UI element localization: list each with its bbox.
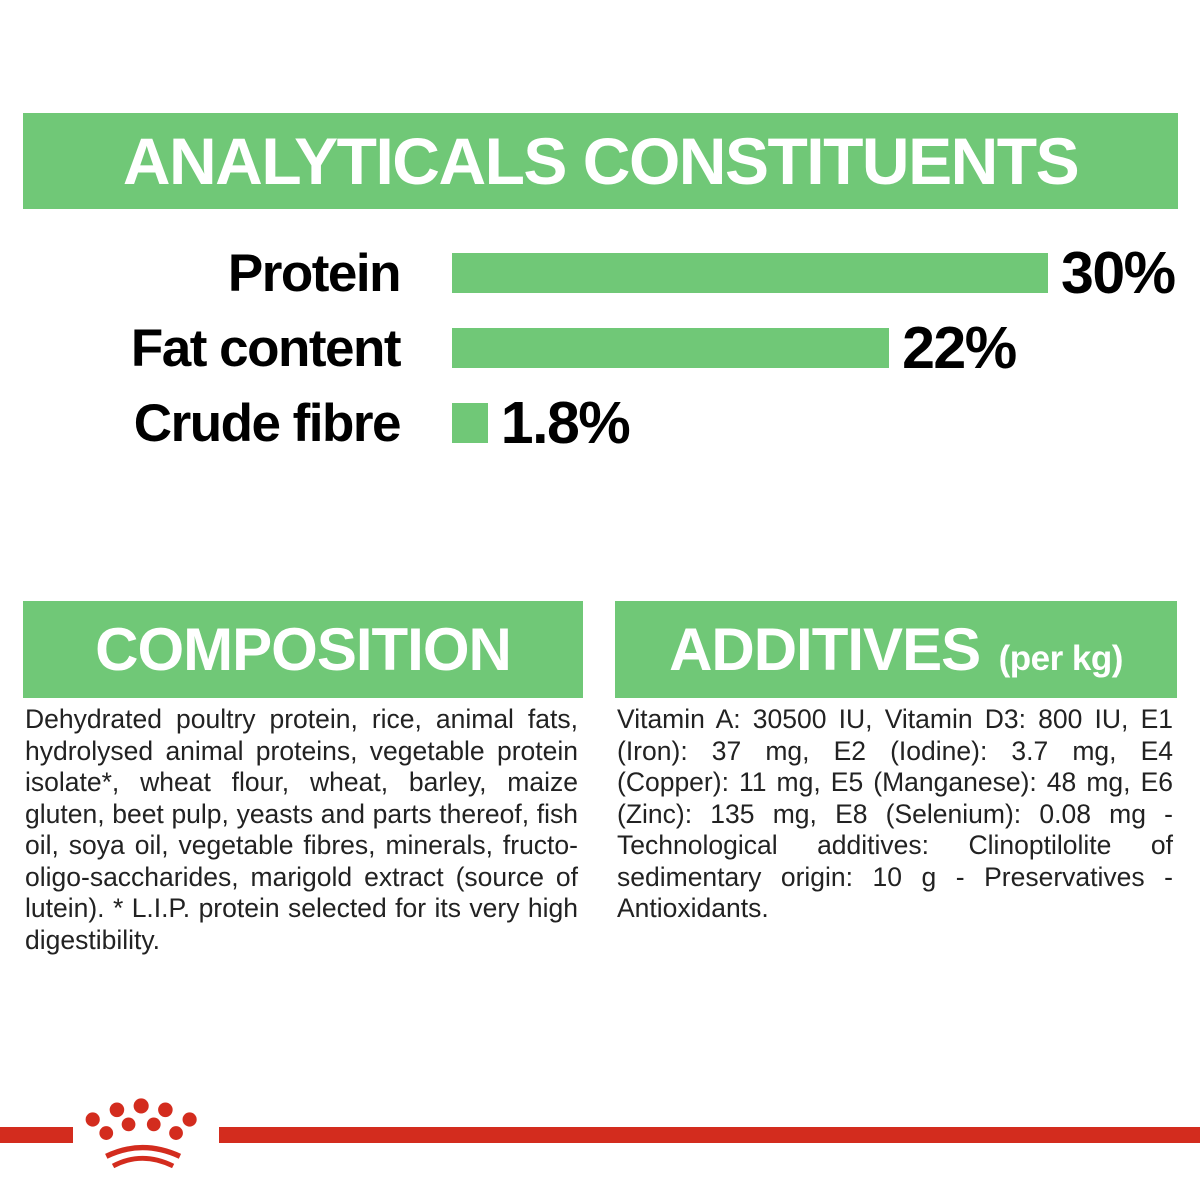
nutrition-bar-chart: Protein 30% Fat content 22% Crude fibre 1.8%	[0, 243, 1200, 478]
additives-title-group: ADDITIVES (per kg)	[669, 615, 1123, 684]
chart-row: Protein 30%	[0, 243, 1200, 302]
royal-canin-crown-icon	[85, 1098, 197, 1169]
composition-title: COMPOSITION	[95, 616, 512, 683]
analytical-constituents-title: ANALYTICALS CONSTITUENTS	[122, 124, 1080, 198]
chart-category-label: Fat content	[130, 318, 402, 378]
chart-value-label: 22%	[902, 314, 1017, 381]
chart-bar	[452, 328, 890, 368]
chart-category-label: Crude fibre	[133, 393, 402, 453]
additives-banner: ADDITIVES (per kg)	[615, 601, 1177, 698]
chart-bar	[452, 253, 1048, 293]
composition-banner: COMPOSITION	[23, 601, 583, 698]
chart-row: Crude fibre 1.8%	[0, 393, 1200, 452]
analytical-constituents-banner: ANALYTICALS CONSTITUENTS	[23, 113, 1178, 209]
additives-per-kg-label: (per kg)	[998, 639, 1124, 678]
footer-divider-line	[0, 1127, 1200, 1143]
chart-bar	[452, 403, 488, 443]
chart-value-label: 1.8%	[500, 389, 631, 456]
composition-text: Dehydrated poultry protein, rice, animal…	[25, 704, 578, 955]
chart-row: Fat content 22%	[0, 318, 1200, 377]
additives-title: ADDITIVES	[669, 616, 981, 683]
chart-value-label: 30%	[1061, 239, 1176, 306]
chart-category-label: Protein	[227, 243, 402, 303]
additives-text: Vitamin A: 30500 IU, Vitamin D3: 800 IU,…	[617, 704, 1173, 923]
